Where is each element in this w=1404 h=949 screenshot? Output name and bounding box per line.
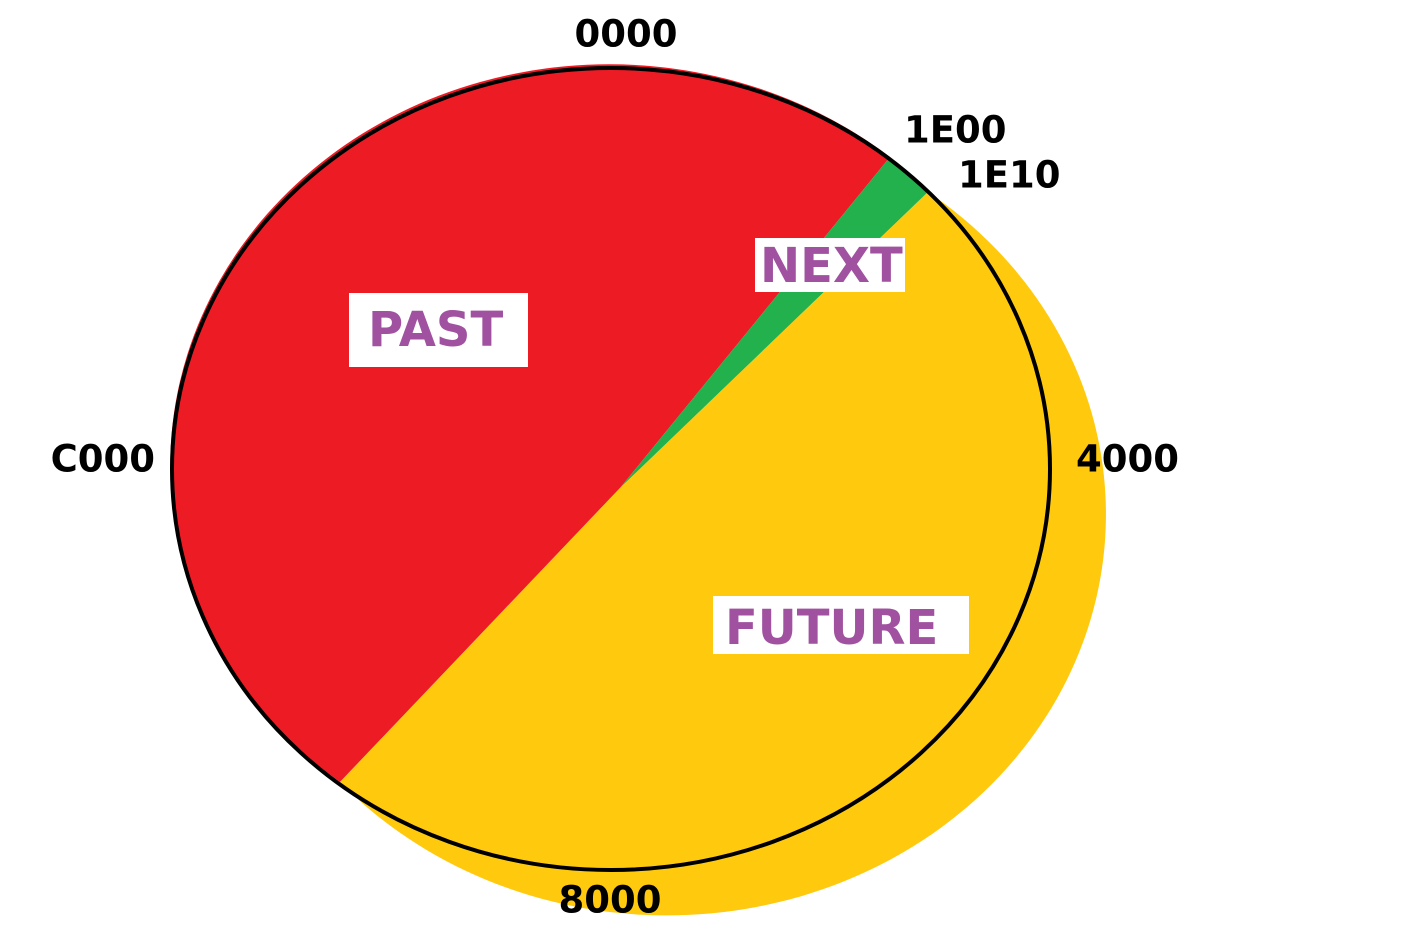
label-box [713,596,969,654]
ring-label: 1E10 [958,154,1061,197]
circle-outline [170,66,1052,872]
label-box [755,238,905,292]
ring-label: 1E00 [904,109,1007,152]
region-label: NEXT [760,238,903,294]
region-label: PAST [368,302,503,358]
ring-label: 4000 [1076,438,1179,481]
ring-label: 0000 [575,13,678,56]
ring-label: 8000 [559,879,662,922]
future-sector [340,192,1106,916]
ring-label: C000 [51,438,155,481]
region-label: FUTURE [725,600,938,656]
label-box [349,293,528,367]
past-sector [170,64,891,783]
